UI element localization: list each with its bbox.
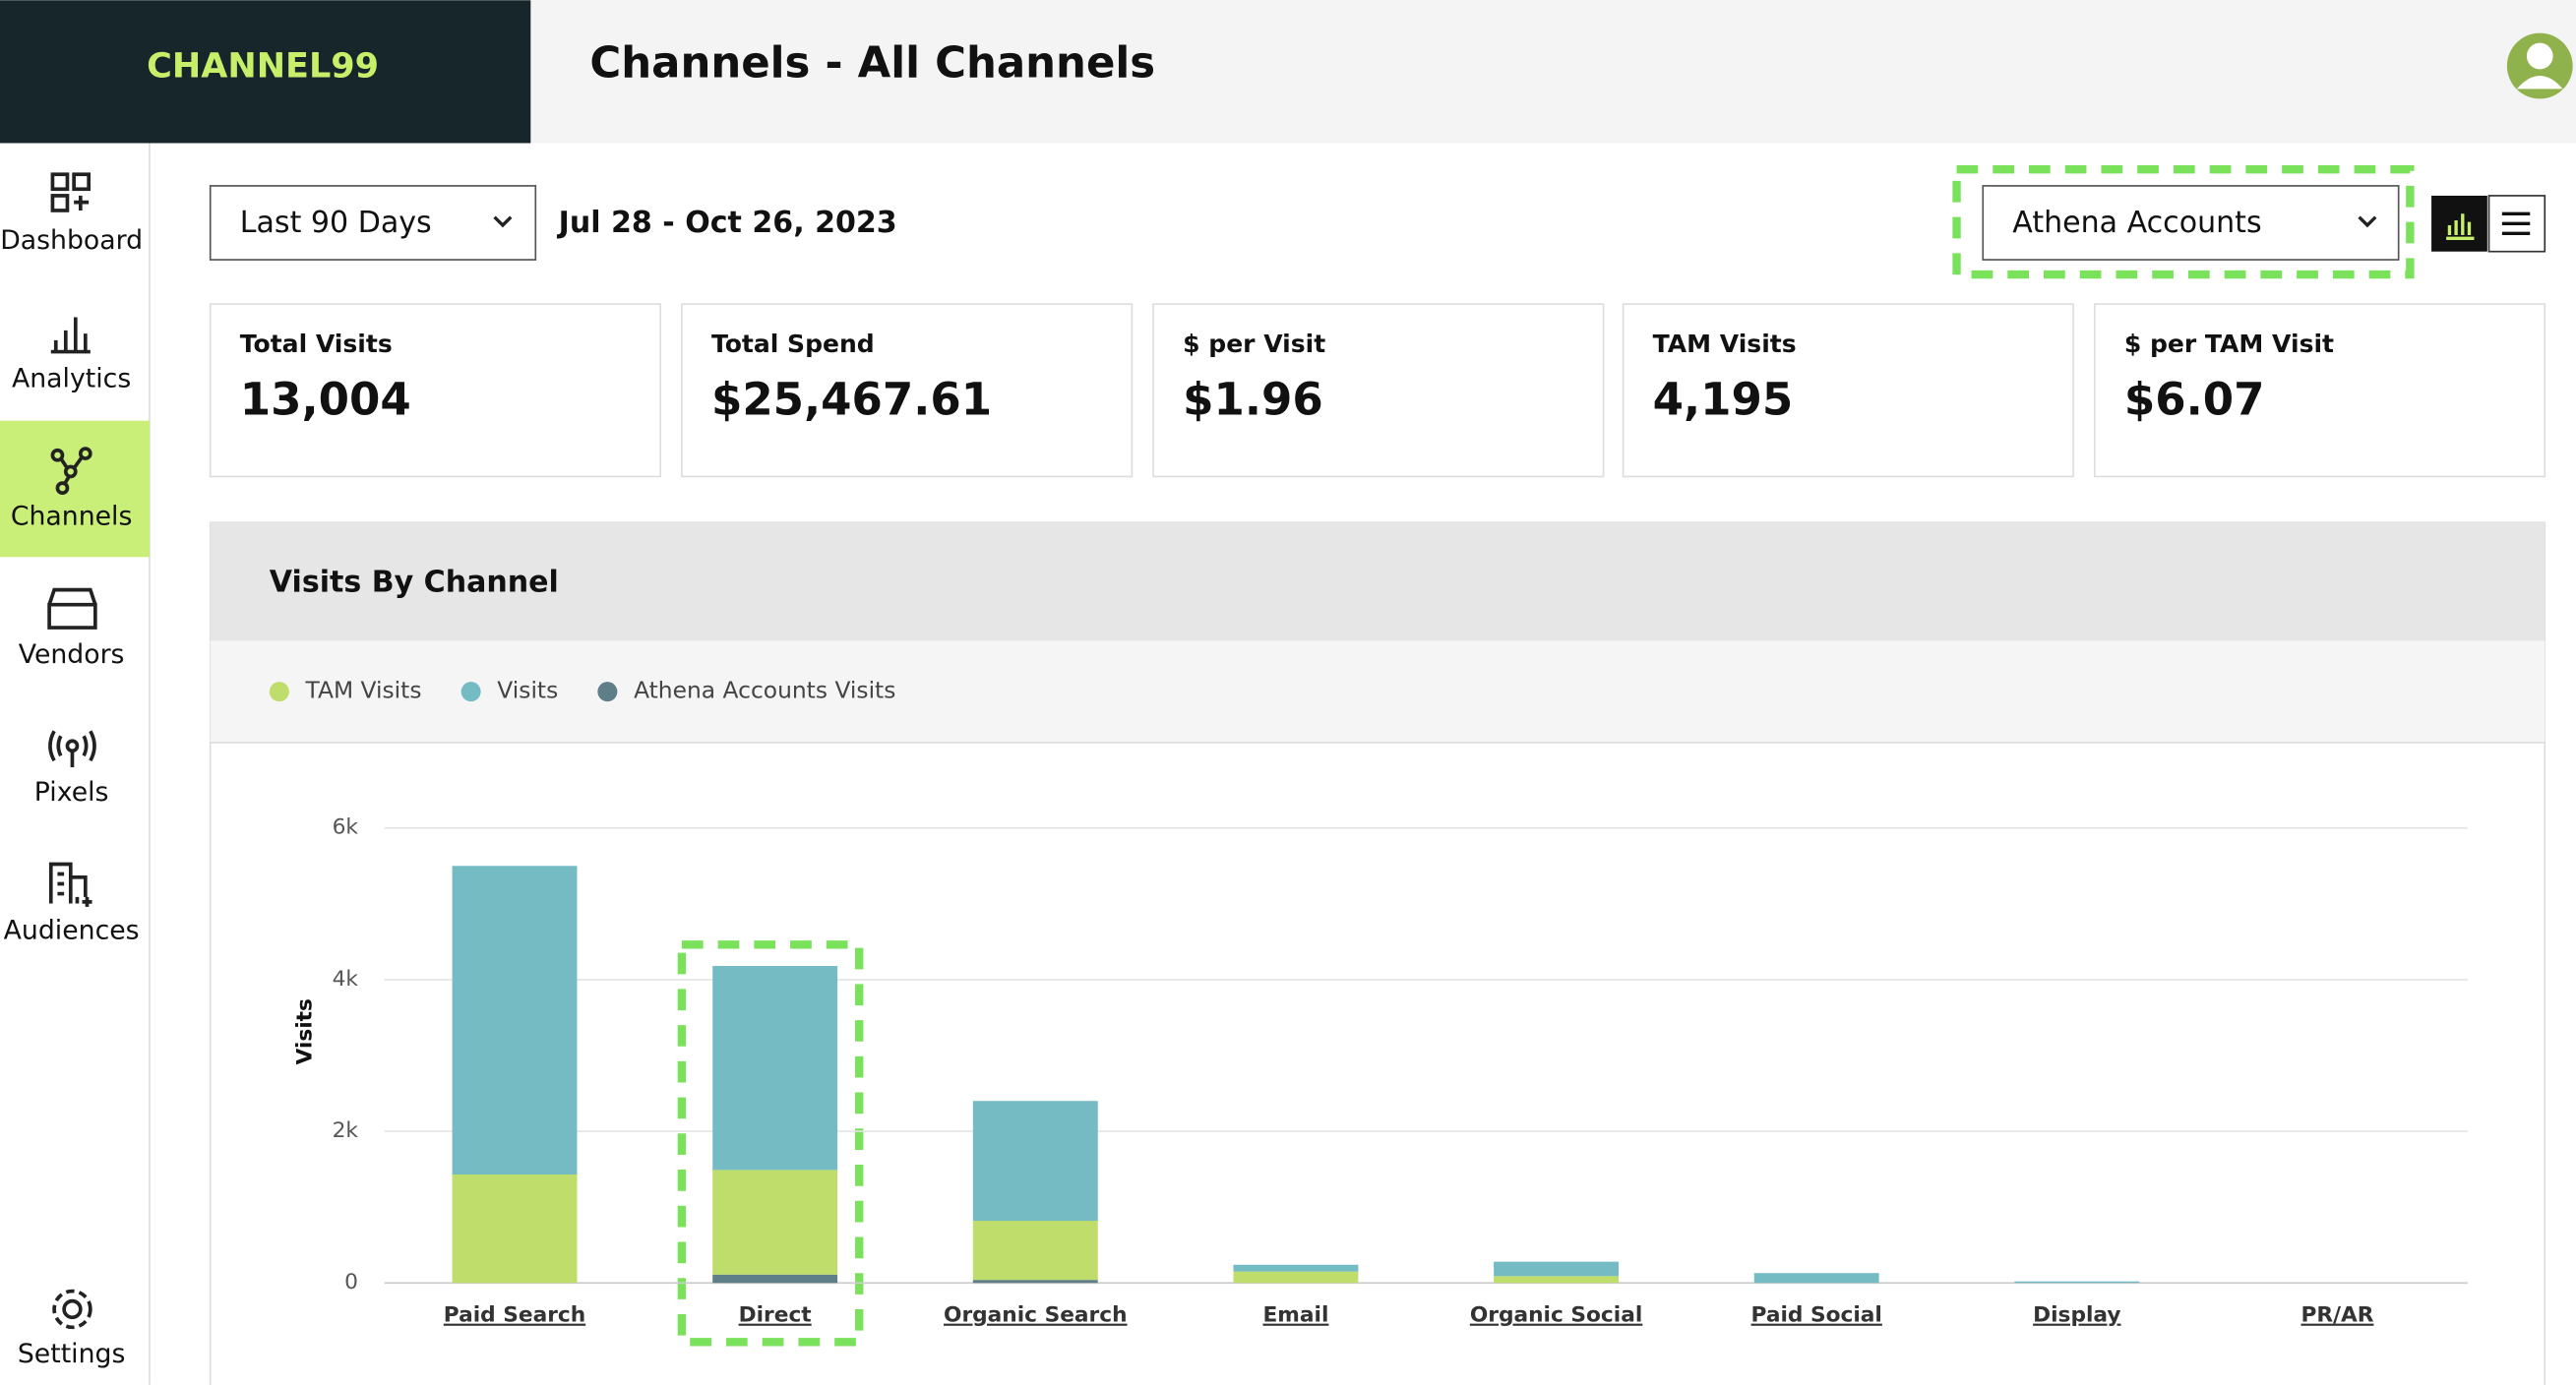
y-tick-label: 6k: [333, 815, 359, 840]
x-tick-label[interactable]: Organic Search: [944, 1303, 1128, 1328]
bar-segment: [452, 1174, 578, 1284]
bar-segment: [712, 1170, 838, 1275]
kpi-label: $ per TAM Visit: [2124, 330, 2334, 358]
nav-item[interactable]: Audiences: [4, 915, 140, 945]
y-tick-label: 2k: [333, 1118, 359, 1143]
bar-segment: [972, 1221, 1098, 1281]
legend-swatch: [269, 682, 289, 702]
legend-label: Athena Accounts Visits: [634, 677, 895, 704]
bar-segment: [1494, 1276, 1620, 1284]
bar-segment: [972, 1101, 1098, 1222]
page-title: Channels - All Channels: [589, 39, 1155, 89]
y-tick-label: 0: [344, 1270, 358, 1295]
kpi-value: 4,195: [1653, 373, 1794, 425]
legend-swatch: [597, 682, 618, 702]
kpi-card: [2093, 303, 2546, 478]
kpi-value: $25,467.61: [711, 373, 992, 425]
bar-segment: [712, 966, 838, 1171]
nav-item[interactable]: Channels: [11, 502, 133, 532]
date-range: Jul 28 - Oct 26, 2023: [557, 206, 897, 240]
account-filter: Athena Accounts: [2012, 206, 2261, 240]
avatar[interactable]: [2506, 32, 2573, 99]
bar-segment: [1233, 1264, 1359, 1272]
kpi-card: [1622, 303, 2074, 478]
chart-header: [210, 522, 2545, 641]
date-preset: Last 90 Days: [240, 206, 432, 240]
legend-label: TAM Visits: [305, 677, 422, 704]
chevron: [2358, 215, 2377, 228]
highlight-box: [677, 940, 864, 1347]
bar-segment: [1233, 1271, 1359, 1284]
bar-segment: [712, 1274, 838, 1284]
chart-icon: [2446, 213, 2475, 241]
kpi-label: Total Visits: [240, 330, 393, 358]
nav-item[interactable]: Dashboard: [0, 225, 143, 256]
kpi-value: $1.96: [1183, 373, 1323, 425]
kpi-label: Total Spend: [711, 330, 875, 358]
kpi-card: [681, 303, 1134, 478]
x-tick-label[interactable]: Display: [2033, 1303, 2120, 1328]
highlight-box: [1952, 165, 2415, 279]
x-tick-label[interactable]: Paid Social: [1751, 1303, 1882, 1328]
x-tick-label[interactable]: Organic Social: [1470, 1303, 1642, 1328]
kpi-card: [209, 303, 662, 478]
logo: CHANNEL99: [147, 46, 379, 87]
nav-item[interactable]: Settings: [18, 1339, 126, 1369]
y-axis-label: Visits: [293, 998, 318, 1064]
nav-item[interactable]: Vendors: [19, 639, 125, 670]
bar-segment: [2014, 1281, 2140, 1284]
bar-segment: [452, 866, 578, 1175]
legend-swatch: [460, 682, 481, 702]
kpi-card: [1152, 303, 1605, 478]
account-dropdown[interactable]: [1982, 185, 2400, 261]
logo-bg: [0, 0, 531, 144]
nav-active: [0, 420, 150, 558]
x-tick-label[interactable]: Email: [1262, 1303, 1328, 1328]
chart-view-button[interactable]: [2431, 195, 2487, 252]
bar-segment: [972, 1280, 1098, 1284]
x-tick-label[interactable]: Paid Search: [444, 1303, 585, 1328]
y-tick-label: 4k: [333, 967, 359, 992]
bar-segment: [1494, 1261, 1620, 1277]
list-icon: [2501, 211, 2531, 236]
kpi-value: $6.07: [2124, 373, 2265, 425]
x-tick-label[interactable]: Direct: [739, 1303, 812, 1328]
legend-label: Visits: [497, 677, 558, 704]
date-dropdown[interactable]: [209, 185, 537, 261]
nav-item[interactable]: Pixels: [34, 777, 109, 808]
nav-item[interactable]: Analytics: [12, 363, 131, 393]
chevron: [493, 215, 513, 228]
x-tick-label[interactable]: PR/AR: [2300, 1303, 2373, 1328]
nav-icons: [47, 172, 97, 1330]
kpi-value: 13,004: [240, 373, 411, 425]
bar-segment: [1753, 1273, 1879, 1284]
kpi-label: $ per Visit: [1183, 330, 1325, 358]
chart-title: Visits By Channel: [270, 565, 559, 599]
kpi-label: TAM Visits: [1653, 330, 1797, 358]
legend-bar: [210, 640, 2545, 743]
